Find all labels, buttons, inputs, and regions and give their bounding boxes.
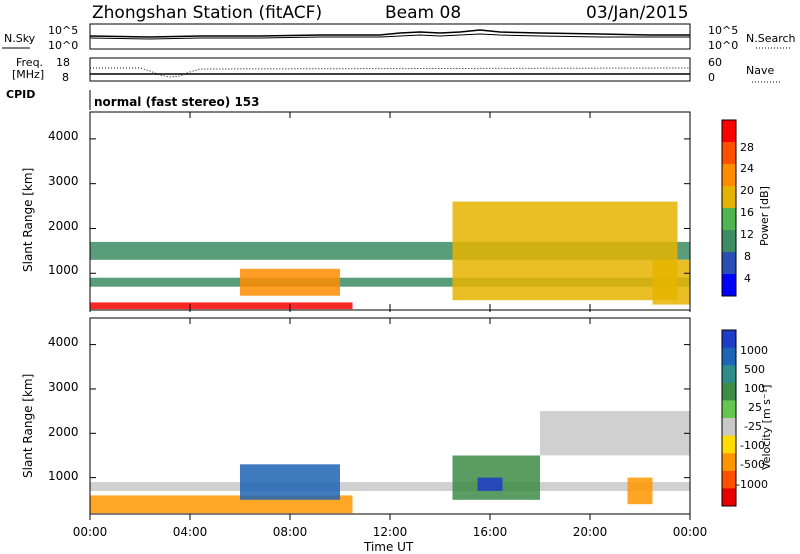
power-ytick-1000: 1000 <box>48 263 79 277</box>
nave-tick-bottom: 0 <box>708 71 715 84</box>
velocity-region-6 <box>627 477 653 505</box>
velocity-cb-tick-100: 100 <box>744 382 765 395</box>
cpid-label: CPID <box>6 88 35 101</box>
noise-left-tick-bottom: 10^0 <box>48 39 78 52</box>
power-cb-tick-4: 4 <box>744 272 751 285</box>
freq-tick-top: 18 <box>56 56 70 69</box>
velocity-colorbar-swatch-6 <box>722 435 736 454</box>
power-region-5 <box>652 259 690 305</box>
velocity-region-0 <box>90 495 353 514</box>
xtick-label-1: 04:00 <box>173 525 208 539</box>
power-cb-tick-12: 12 <box>740 228 754 241</box>
xtick-label-2: 08:00 <box>273 525 308 539</box>
noise-left-label: N.Sky <box>4 32 36 45</box>
power-heatmap <box>90 138 690 310</box>
station-title: Zhongshan Station (fitACF) <box>92 3 322 23</box>
noise-panel: N.Sky 10^5 10^0 10^5 10^0 N.Search <box>2 23 796 52</box>
velocity-colorbar-swatch-0 <box>722 330 736 349</box>
xtick-label-3: 12:00 <box>373 525 408 539</box>
power-ylabel: Slant Range [km] <box>21 168 35 272</box>
velocity-colorbar-label: Velocity [m s⁻¹] <box>760 385 773 470</box>
power-region-4 <box>452 201 678 301</box>
freq-label-2: [MHz] <box>12 68 44 81</box>
xtick-label-0: 00:00 <box>73 525 108 539</box>
velocity-yticks: 4000 3000 2000 1000 <box>48 335 79 483</box>
power-ytick-3000: 3000 <box>48 174 79 188</box>
xaxis-label: Time UT <box>363 540 414 554</box>
velocity-ytick-1000: 1000 <box>48 469 79 483</box>
power-colorbar-swatch-5 <box>722 230 736 253</box>
power-yticks: 4000 3000 2000 1000 <box>48 129 79 277</box>
power-cb-tick-20: 20 <box>740 184 754 197</box>
xtick-label-5: 20:00 <box>573 525 608 539</box>
power-colorbar-swatch-2 <box>722 164 736 187</box>
nave-trace <box>90 67 691 78</box>
power-colorbar-swatch-4 <box>722 208 736 231</box>
noise-sky-trace <box>89 29 690 38</box>
date-label: 03/Jan/2015 <box>586 3 689 23</box>
velocity-cb-tick-25: 25 <box>748 401 762 414</box>
power-ytick-2000: 2000 <box>48 219 79 233</box>
velocity-colorbar-swatch-2 <box>722 365 736 384</box>
velocity-region-5 <box>540 411 690 456</box>
nave-label: Nave <box>746 64 774 77</box>
noise-right-tick-bottom: 10^0 <box>708 39 738 52</box>
velocity-cb-tick-1000: 1000 <box>740 344 768 357</box>
power-colorbar-swatch-0 <box>722 120 736 143</box>
velocity-colorbar-swatch-7 <box>722 453 736 472</box>
velocity-ylabel: Slant Range [km] <box>21 374 35 478</box>
velocity-colorbar-swatch-8 <box>722 470 736 489</box>
velocity-cb-tick-m25: -25 <box>744 420 762 433</box>
velocity-colorbar-swatch-3 <box>722 382 736 401</box>
cpid-value: normal (fast stereo) 153 <box>94 95 260 109</box>
freq-tick-bottom: 8 <box>62 71 69 84</box>
power-cb-tick-8: 8 <box>744 250 751 263</box>
noise-left-tick-top: 10^5 <box>48 24 78 37</box>
velocity-cb-tick-m500: -500 <box>740 458 765 471</box>
velocity-ytick-4000: 4000 <box>48 335 79 349</box>
power-colorbar-swatch-6 <box>722 252 736 275</box>
power-cb-tick-24: 24 <box>740 162 754 175</box>
power-colorbar <box>722 120 736 297</box>
power-cb-tick-28: 28 <box>740 141 754 154</box>
freq-label-1: Freq. <box>16 56 43 69</box>
freq-panel: Freq. [MHz] 18 8 60 0 Nave <box>12 56 780 84</box>
velocity-cb-tick-m1000: -1000 <box>736 478 768 491</box>
velocity-heatmap <box>90 344 690 514</box>
power-region-1 <box>90 277 690 287</box>
power-ytick-4000: 4000 <box>48 129 79 143</box>
velocity-region-1 <box>90 482 690 491</box>
noise-right-label: N.Search <box>746 32 796 45</box>
time-axis: 00:00 04:00 08:00 12:00 16:00 20:00 00:00 <box>73 112 708 539</box>
power-colorbar-label: Power [dB] <box>758 186 771 246</box>
velocity-ytick-3000: 3000 <box>48 380 79 394</box>
velocity-colorbar-ticks: 1000 500 100 25 -25 -100 -500 -1000 <box>736 344 768 491</box>
velocity-colorbar-swatch-1 <box>722 347 736 366</box>
power-colorbar-ticks: 28 24 20 16 12 8 4 <box>740 141 754 285</box>
velocity-colorbar <box>722 330 736 507</box>
nave-tick-top: 60 <box>708 56 722 69</box>
power-colorbar-swatch-7 <box>722 274 736 297</box>
velocity-colorbar-swatch-4 <box>722 400 736 419</box>
noise-search-trace <box>89 33 690 40</box>
power-region-3 <box>240 268 340 296</box>
power-colorbar-frame <box>721 119 737 297</box>
velocity-colorbar-frame <box>721 329 737 507</box>
velocity-region-2 <box>240 464 340 500</box>
xtick-label-6: 00:00 <box>673 525 708 539</box>
velocity-ytick-2000: 2000 <box>48 425 79 439</box>
velocity-colorbar-swatch-5 <box>722 418 736 437</box>
velocity-colorbar-swatch-9 <box>722 488 736 507</box>
velocity-cb-tick-500: 500 <box>744 363 765 376</box>
power-colorbar-swatch-3 <box>722 186 736 209</box>
velocity-region-4 <box>477 477 503 491</box>
velocity-cb-tick-m100: -100 <box>740 439 765 452</box>
noise-right-tick-top: 10^5 <box>708 24 738 37</box>
power-cb-tick-16: 16 <box>740 206 754 219</box>
power-colorbar-swatch-1 <box>722 142 736 165</box>
beam-label: Beam 08 <box>385 3 461 23</box>
xtick-label-4: 16:00 <box>473 525 508 539</box>
power-region-0 <box>90 302 353 310</box>
